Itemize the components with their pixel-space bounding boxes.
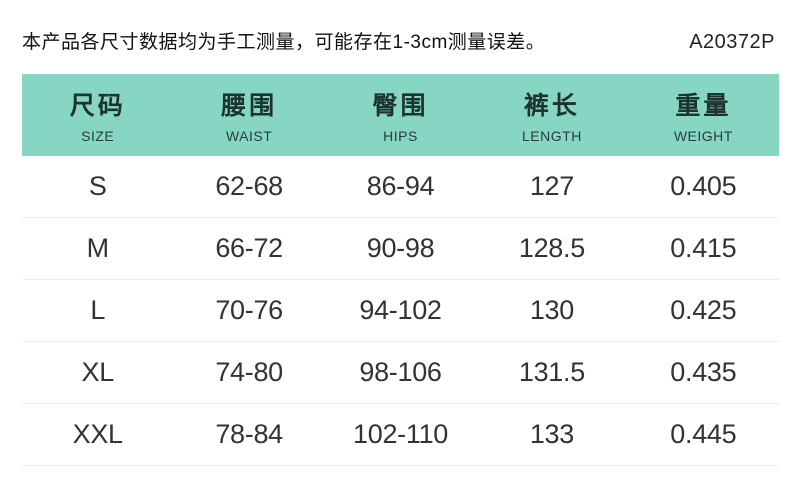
cell-length: 133 bbox=[529, 419, 574, 449]
cell-length: 127 bbox=[529, 171, 574, 201]
product-code: A20372P bbox=[689, 31, 775, 53]
cell-hips: 94-102 bbox=[359, 295, 442, 325]
header-cell-size: 尺码 SIZE bbox=[22, 74, 173, 156]
cell-hips: 86-94 bbox=[366, 171, 435, 201]
cell-waist: 74-80 bbox=[215, 357, 283, 387]
measurement-notice: 本产品各尺寸数据均为手工测量，可能存在1-3cm测量误差。 bbox=[22, 32, 546, 53]
cell-weight: 0.405 bbox=[670, 171, 737, 201]
cell-size: XXL bbox=[72, 419, 123, 449]
cell-waist: 66-72 bbox=[215, 233, 283, 263]
cell-hips: 98-106 bbox=[359, 357, 442, 387]
table-header: 尺码 SIZE 腰围 WAIST 臀围 HIPS 裤长 LENGTH 重量 WE… bbox=[22, 74, 779, 156]
cell-length: 130 bbox=[529, 295, 574, 325]
table-row: S 62-68 86-94 127 0.405 bbox=[22, 156, 779, 218]
cell-waist: 70-76 bbox=[215, 295, 283, 325]
header-cell-waist: 腰围 WAIST bbox=[173, 74, 324, 156]
header-hips-en: HIPS bbox=[383, 128, 418, 144]
table-row: L 70-76 94-102 130 0.425 bbox=[22, 280, 779, 342]
notice-bar: 本产品各尺寸数据均为手工测量，可能存在1-3cm测量误差。 A20372P bbox=[22, 27, 775, 54]
cell-weight: 0.435 bbox=[670, 357, 737, 387]
cell-waist: 78-84 bbox=[215, 419, 283, 449]
header-cell-length: 裤长 LENGTH bbox=[476, 74, 627, 156]
header-cell-weight: 重量 WEIGHT bbox=[628, 74, 779, 156]
size-table: 尺码 SIZE 腰围 WAIST 臀围 HIPS 裤长 LENGTH 重量 WE… bbox=[22, 74, 779, 466]
cell-weight: 0.445 bbox=[670, 419, 737, 449]
cell-length: 131.5 bbox=[518, 357, 585, 387]
cell-weight: 0.415 bbox=[670, 233, 737, 263]
table-row: XXL 78-84 102-110 133 0.445 bbox=[22, 404, 779, 466]
cell-size: S bbox=[88, 171, 107, 201]
header-cell-hips: 臀围 HIPS bbox=[325, 74, 476, 156]
cell-length: 128.5 bbox=[518, 233, 585, 263]
header-waist-zh: 腰围 bbox=[221, 92, 278, 120]
header-weight-zh: 重量 bbox=[675, 92, 732, 120]
header-length-zh: 裤长 bbox=[523, 92, 580, 120]
table-row: M 66-72 90-98 128.5 0.415 bbox=[22, 218, 779, 280]
cell-size: M bbox=[86, 233, 110, 263]
cell-hips: 90-98 bbox=[366, 233, 435, 263]
header-waist-en: WAIST bbox=[225, 128, 273, 144]
cell-size: L bbox=[90, 295, 106, 325]
table-row: XL 74-80 98-106 131.5 0.435 bbox=[22, 342, 779, 404]
header-length-en: LENGTH bbox=[522, 128, 582, 144]
cell-size: XL bbox=[81, 357, 114, 387]
cell-weight: 0.425 bbox=[670, 295, 737, 325]
cell-hips: 102-110 bbox=[353, 419, 448, 449]
header-hips-zh: 臀围 bbox=[372, 92, 429, 120]
cell-waist: 62-68 bbox=[215, 171, 283, 201]
header-size-zh: 尺码 bbox=[69, 92, 126, 120]
header-size-en: SIZE bbox=[81, 128, 115, 144]
header-weight-en: WEIGHT bbox=[673, 128, 733, 144]
